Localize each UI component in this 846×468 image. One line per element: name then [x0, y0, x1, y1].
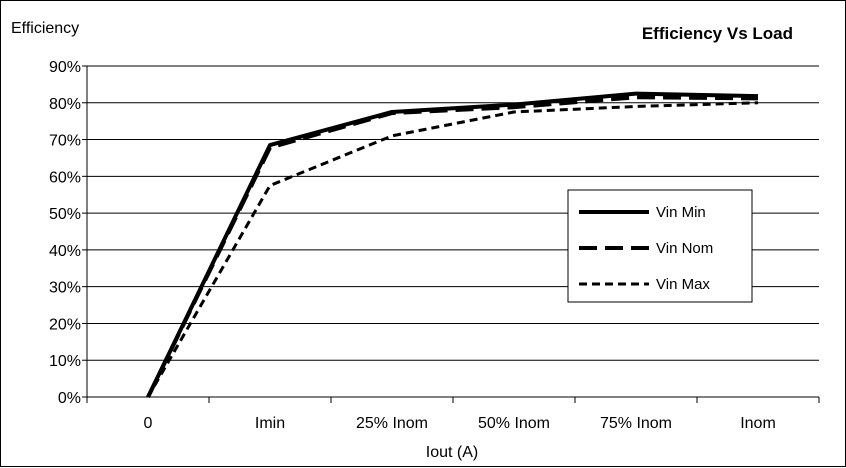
- legend-label: Vin Nom: [656, 240, 713, 257]
- series-line-vin-min: [146, 91, 759, 398]
- x-tick-label: 25% Inom: [356, 415, 428, 432]
- x-tick-label: Imin: [255, 415, 285, 432]
- legend-label: Vin Max: [656, 276, 710, 293]
- y-tick-label: 60%: [49, 169, 81, 186]
- x-axis-label: Iout (A): [426, 444, 478, 461]
- y-tick-label: 20%: [49, 316, 81, 333]
- y-tick-label: 0%: [58, 390, 81, 407]
- axes: [82, 65, 820, 403]
- legend: Vin Min Vin Nom Vin Max: [567, 189, 753, 303]
- y-tick-label: 40%: [49, 243, 81, 260]
- x-tick-label: 75% Inom: [600, 415, 672, 432]
- grid-lines: [87, 65, 819, 361]
- series-line-vin-max: [146, 101, 759, 398]
- x-tick-label: Inom: [740, 415, 776, 432]
- y-tick-labels: 0% 10% 20% 30% 40% 50% 60% 70% 80% 90%: [49, 59, 81, 407]
- series-lines: [146, 91, 759, 398]
- y-tick-label: 80%: [49, 96, 81, 113]
- x-tick-label: 50% Inom: [478, 415, 550, 432]
- legend-label: Vin Min: [656, 204, 706, 221]
- chart-title: Efficiency Vs Load: [642, 24, 793, 43]
- y-tick-label: 10%: [49, 353, 81, 370]
- x-tick-labels: 0 Imin 25% Inom 50% Inom 75% Inom Inom: [144, 415, 776, 432]
- y-tick-label: 50%: [49, 206, 81, 223]
- y-tick-label: 90%: [49, 59, 81, 76]
- y-tick-label: 70%: [49, 133, 81, 150]
- y-tick-label: 30%: [49, 280, 81, 297]
- x-tick-label: 0: [144, 415, 153, 432]
- y-axis-label: Efficiency: [11, 20, 79, 37]
